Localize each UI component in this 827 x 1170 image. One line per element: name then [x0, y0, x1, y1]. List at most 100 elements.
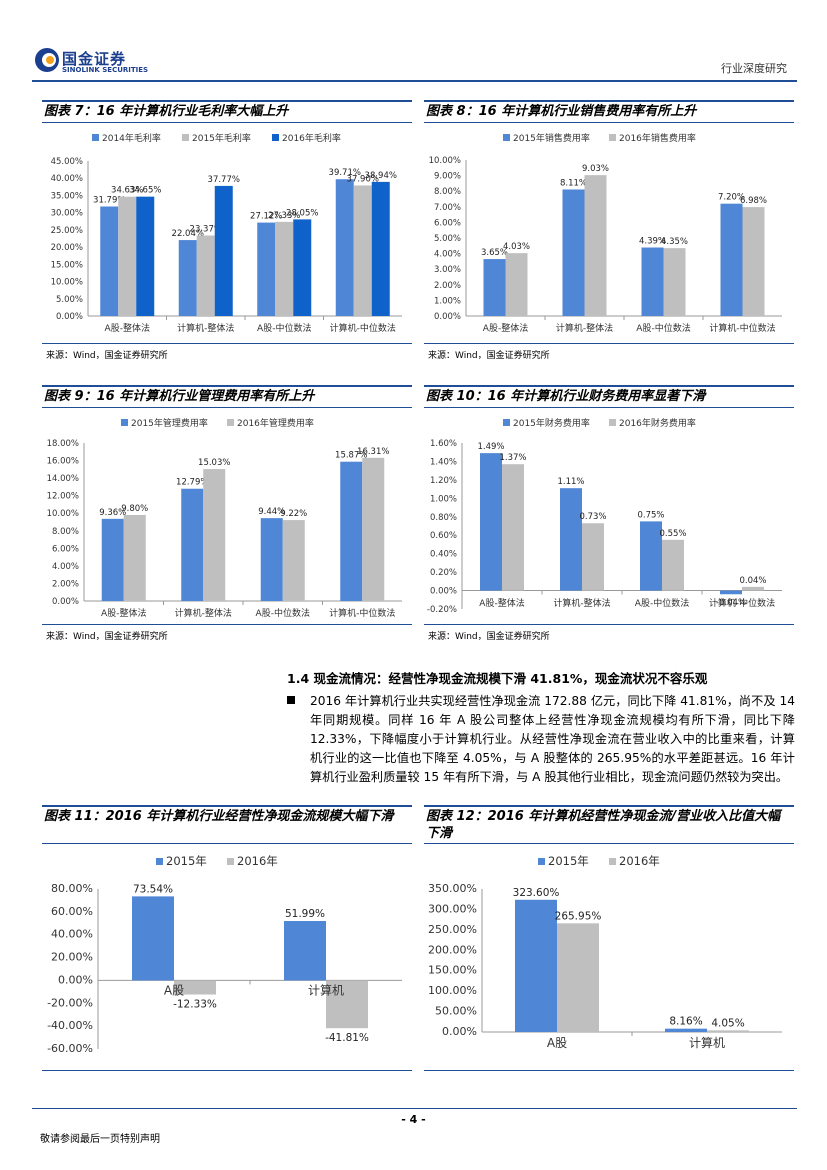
- legend-label: 2015年: [166, 854, 207, 868]
- y-tick-label: 100.00%: [428, 984, 477, 997]
- logo-text-cn: 国金证券: [62, 50, 127, 68]
- x-category-label: A股: [164, 983, 184, 997]
- bar: [720, 203, 743, 316]
- x-category-label: 计算机: [308, 982, 344, 997]
- legend-item: 2016年管理费用率: [227, 417, 314, 429]
- chart-bottom-rule: [42, 624, 412, 625]
- y-tick-label: 8.00%: [52, 527, 79, 537]
- bar: [100, 206, 119, 316]
- legend-label: 2016年管理费用率: [237, 417, 314, 429]
- data-label: 0.75%: [637, 510, 664, 520]
- data-label: 4.05%: [711, 1017, 744, 1029]
- legend-label: 2016年毛利率: [282, 132, 341, 144]
- bar: [641, 247, 664, 316]
- y-tick-label: 8.00%: [434, 187, 461, 197]
- chart-title-rule: [424, 805, 794, 807]
- bar: [742, 586, 764, 591]
- y-tick-label: 0.40%: [430, 550, 457, 560]
- data-label: 0.04%: [739, 576, 766, 586]
- chart-svg: 2015年管理费用率 2016年管理费用率 18.00% 16.00% 14.00% 12…: [47, 417, 402, 619]
- legend-swatch: [182, 134, 189, 141]
- chart-title: 图表 12：2016 年计算机经营性净现金流/营业收入比值大幅下滑: [426, 809, 781, 841]
- y-tick-label: -60.00%: [47, 1042, 93, 1055]
- chart-source: 来源：Wind，国金证券研究所: [428, 632, 550, 642]
- bar: [505, 253, 528, 316]
- y-tick-label: 15.00%: [51, 260, 83, 270]
- chart-source: 来源：Wind，国金证券研究所: [46, 351, 168, 361]
- chart-svg: 2015年 2016年 80.00% 60.00% 40.00% 20.00% 0.00% -…: [47, 854, 402, 1055]
- bar: [480, 453, 502, 591]
- data-label: 8.16%: [669, 1016, 702, 1028]
- y-tick-label: 10.00%: [429, 156, 461, 166]
- bar: [196, 235, 215, 316]
- chart-title-underline: [42, 843, 412, 844]
- data-label: 37.90%: [347, 174, 379, 184]
- chart-title-underline: [424, 122, 794, 123]
- chart-title: 图表 11：2016 年计算机行业经营性净现金流规模大幅下滑: [44, 809, 394, 824]
- y-tick-label: 25.00%: [51, 226, 83, 236]
- header-rule: [32, 80, 797, 82]
- legend-item: 2015年: [156, 854, 207, 868]
- data-label: 8.11%: [560, 178, 587, 188]
- legend-item: 2015年销售费用率: [503, 132, 590, 144]
- chart-bottom-rule: [424, 343, 794, 344]
- chart-title: 图表 9：16 年计算机行业管理费用率有所上升: [44, 389, 315, 404]
- bar: [335, 179, 354, 316]
- y-tick-label: 4.00%: [52, 562, 79, 572]
- bullet-marker: [287, 696, 295, 704]
- data-label: 73.54%: [133, 883, 173, 895]
- chart-title-underline: [424, 407, 794, 408]
- bar: [663, 248, 686, 316]
- legend-label: 2015年销售费用率: [513, 132, 590, 144]
- y-tick-label: -20.00%: [47, 996, 93, 1009]
- data-label: 12.79%: [176, 478, 208, 488]
- legend-item: 2016年财务费用率: [609, 417, 696, 429]
- bar: [582, 523, 604, 591]
- legend-label: 2015年管理费用率: [131, 417, 208, 429]
- chart-svg: 2015年财务费用率 2016年财务费用率 1.60% 1.40% 1.20% 1.00%…: [427, 417, 782, 615]
- data-label: 22.04%: [172, 229, 204, 239]
- x-category-label: 计算机-中位数法: [329, 607, 395, 619]
- data-label: 265.95%: [555, 910, 602, 922]
- chart-source: 来源：Wind，国金证券研究所: [46, 632, 168, 642]
- data-label: 1.49%: [477, 442, 504, 452]
- legend-swatch: [227, 419, 234, 426]
- legend-swatch: [609, 419, 616, 426]
- bar: [214, 185, 233, 316]
- legend-item: 2016年: [609, 854, 660, 868]
- bar: [371, 181, 390, 316]
- bar: [178, 240, 197, 316]
- x-category-label: A股-整体法: [483, 322, 528, 334]
- y-tick-label: 16.00%: [47, 457, 79, 467]
- x-category-label: 计算机-整体法: [177, 322, 234, 334]
- data-label: 4.03%: [503, 242, 530, 252]
- legend-swatch: [503, 419, 510, 426]
- bar: [560, 488, 582, 591]
- legend-item: 2015年管理费用率: [121, 417, 208, 429]
- y-tick-label: 0.20%: [430, 568, 457, 578]
- legend-swatch: [538, 858, 545, 865]
- y-tick-label: 2.00%: [434, 281, 461, 291]
- y-tick-label: 18.00%: [47, 439, 79, 449]
- bar: [174, 980, 216, 995]
- chart-bottom-rule: [42, 1070, 412, 1071]
- y-tick-label: 1.00%: [430, 494, 457, 504]
- bar: [362, 457, 385, 601]
- chart-svg: 2015年 2016年 350.00% 300.00% 250.00% 200.00% 15…: [428, 854, 782, 1050]
- y-tick-label: 0.00%: [434, 312, 461, 322]
- legend-item: 2015年毛利率: [182, 132, 251, 144]
- x-category-label: 计算机-整体法: [175, 607, 232, 619]
- y-tick-label: 0.60%: [430, 531, 457, 541]
- bar: [136, 196, 155, 316]
- bar: [118, 196, 137, 316]
- data-label: 15.87%: [335, 451, 367, 461]
- chart-title-rule: [42, 805, 412, 807]
- legend-label: 2016年: [619, 854, 660, 868]
- legend-swatch: [609, 134, 616, 141]
- legend-label: 2016年财务费用率: [619, 417, 696, 429]
- data-label: 39.71%: [329, 168, 361, 178]
- y-tick-label: 1.20%: [430, 476, 457, 486]
- data-label: 38.94%: [365, 171, 397, 181]
- x-category-label: A股-中位数法: [635, 597, 689, 609]
- data-label: 9.36%: [99, 508, 126, 518]
